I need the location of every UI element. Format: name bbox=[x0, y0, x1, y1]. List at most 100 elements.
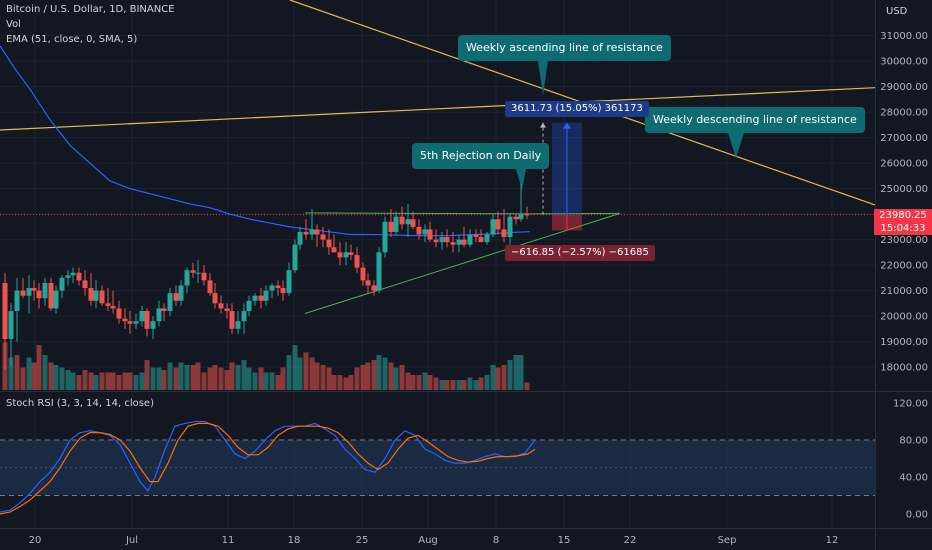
volume-bar bbox=[331, 375, 337, 390]
candle-body bbox=[371, 285, 377, 291]
candle-body bbox=[393, 216, 399, 232]
candle-body bbox=[59, 277, 65, 291]
candle-body bbox=[331, 247, 337, 253]
volume-bar bbox=[365, 362, 371, 390]
candle-body bbox=[348, 252, 354, 255]
candle-body bbox=[360, 267, 366, 281]
volume-bar bbox=[246, 367, 252, 390]
candle-body bbox=[422, 229, 428, 235]
candle-body bbox=[388, 221, 394, 232]
volume-bar bbox=[20, 367, 26, 390]
volume-bar bbox=[354, 367, 360, 390]
volume-bar bbox=[360, 365, 366, 390]
ema-line bbox=[0, 45, 531, 237]
volume-bar bbox=[173, 367, 179, 390]
volume-bar bbox=[201, 372, 207, 390]
candle-body bbox=[82, 280, 88, 289]
measure-tool[interactable] bbox=[540, 122, 582, 231]
triangle-right-line bbox=[529, 212, 621, 215]
volume-bar bbox=[26, 357, 32, 390]
date-tick-label: Jul bbox=[125, 535, 138, 546]
date-tick-label: 18 bbox=[288, 535, 301, 546]
callout-rejection[interactable]: 5th Rejection on Daily bbox=[412, 143, 550, 169]
volume-bar bbox=[348, 375, 354, 390]
candle-body bbox=[280, 288, 286, 294]
stoch-tick-label: 80.00 bbox=[899, 436, 928, 447]
volume-bar bbox=[241, 360, 247, 390]
callout-ascending-pointer bbox=[538, 61, 548, 95]
volume-bar bbox=[70, 372, 76, 390]
volume-bar bbox=[218, 367, 224, 390]
candle-body bbox=[416, 226, 422, 235]
volume-bar bbox=[467, 377, 473, 390]
volume-bar bbox=[422, 372, 428, 390]
volume-bar bbox=[82, 370, 88, 390]
volume-bar bbox=[399, 365, 405, 390]
date-tick-label: 8 bbox=[493, 535, 499, 546]
candle-body bbox=[184, 270, 190, 286]
date-tick-label: 22 bbox=[624, 535, 637, 546]
price-tick-label: 26000.00 bbox=[880, 159, 928, 170]
volume-bar bbox=[48, 362, 54, 390]
candle-body bbox=[144, 310, 150, 329]
triangle-top-line bbox=[304, 212, 531, 215]
candle-body bbox=[218, 303, 224, 309]
candle-body bbox=[2, 282, 8, 340]
last-price-badge: 23980.25 15:04:33 bbox=[874, 209, 932, 235]
candle-body bbox=[167, 293, 173, 311]
volume-bar bbox=[495, 367, 501, 390]
candle-body bbox=[99, 290, 105, 304]
volume-bar bbox=[427, 375, 433, 390]
callout-descending-pointer bbox=[728, 133, 744, 158]
volume-bar bbox=[314, 362, 320, 390]
volume-bar bbox=[161, 370, 167, 390]
candle-body bbox=[507, 216, 513, 238]
candle-body bbox=[303, 231, 309, 235]
price-tick-label: 18000.00 bbox=[880, 363, 928, 374]
volume-bar bbox=[343, 377, 349, 390]
date-tick-label: 12 bbox=[826, 535, 839, 546]
volume-bar bbox=[450, 380, 456, 390]
callout-descending[interactable]: Weekly descending line of resistance bbox=[645, 107, 865, 133]
volume-bar bbox=[258, 367, 264, 390]
candle-body bbox=[207, 280, 213, 294]
candle-body bbox=[473, 234, 479, 238]
candle-body bbox=[450, 242, 456, 245]
volume-bar bbox=[14, 355, 20, 390]
candle-body bbox=[65, 275, 71, 278]
candle-body bbox=[524, 214, 530, 216]
candle-body bbox=[297, 231, 303, 245]
candle-body bbox=[150, 321, 156, 329]
ema-51-line bbox=[0, 45, 531, 237]
candle-body bbox=[354, 254, 360, 268]
candle-body bbox=[382, 221, 388, 253]
candle-body bbox=[513, 216, 519, 220]
candle-body bbox=[275, 285, 281, 289]
candle-body bbox=[139, 310, 145, 322]
candle-body bbox=[105, 303, 111, 306]
date-tick-label: 20 bbox=[29, 535, 42, 546]
last-price-value: 23980.25 bbox=[879, 210, 927, 221]
candle-body bbox=[127, 321, 133, 324]
candle-body bbox=[161, 308, 167, 311]
callout-ascending[interactable]: Weekly ascending line of resistance bbox=[458, 35, 671, 61]
volume-bar bbox=[405, 372, 411, 390]
stoch-k-line bbox=[0, 420, 536, 513]
price-tick-label: 21000.00 bbox=[880, 286, 928, 297]
candle-body bbox=[444, 237, 450, 243]
volume-bar bbox=[133, 375, 139, 390]
price-tick-label: 23000.00 bbox=[880, 235, 928, 246]
volume-bar bbox=[410, 375, 416, 390]
price-tick-label: 25000.00 bbox=[880, 184, 928, 195]
candle-body bbox=[461, 239, 467, 245]
volume-bar bbox=[393, 367, 399, 390]
ascending-trendline bbox=[0, 87, 876, 131]
candle-body bbox=[478, 237, 484, 243]
stoch-tick-label: 0.00 bbox=[906, 509, 928, 520]
volume-bar bbox=[263, 372, 269, 390]
stoch-title: Stoch RSI (3, 3, 14, 14, close) bbox=[6, 398, 154, 409]
volume-bar bbox=[501, 365, 507, 390]
volume-bar bbox=[297, 357, 303, 390]
